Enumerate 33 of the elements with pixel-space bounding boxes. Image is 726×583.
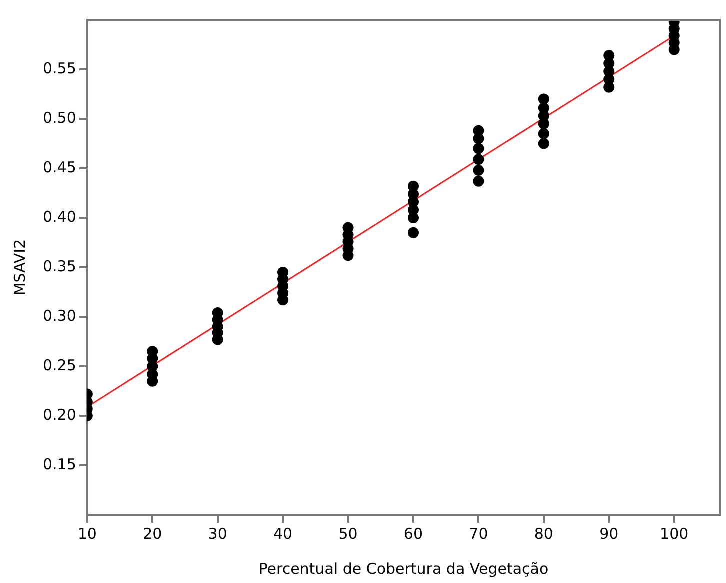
x-tick-label: 20 [143,524,162,543]
y-tick-label: 0.40 [42,208,76,226]
x-tick-label: 100 [660,524,689,543]
point [408,227,419,238]
point [604,50,615,62]
y-tick-label: 0.55 [42,59,76,78]
x-tick-label: 30 [208,524,228,543]
x-tick-label: 80 [534,524,554,543]
point [538,128,550,140]
y-tick-label: 0.20 [42,406,76,424]
x-tick-label: 60 [404,524,424,543]
x-tick-label: 70 [469,524,488,543]
x-tick-label: 50 [338,524,358,543]
point [408,180,419,192]
x-axis-title: Percentual de Cobertura da Vegetação [258,560,549,578]
point [538,102,550,114]
point [473,125,484,136]
y-tick-label: 0.15 [42,455,76,474]
y-tick-label: 0.45 [42,158,76,176]
y-tick-label: 0.35 [42,257,76,276]
y-tick-label: 0.25 [42,356,76,374]
x-tick-label: 10 [78,524,97,543]
point [473,143,484,154]
point [538,94,550,105]
y-axis-title: MSAVI2 [10,239,29,296]
point [473,176,484,187]
point [473,164,484,176]
y-tick-label: 0.30 [42,306,76,325]
x-tick-label: 90 [600,524,619,543]
y-tick-label: 0.50 [42,108,76,127]
point [538,138,550,150]
point [473,154,484,166]
x-tick-label: 40 [274,524,293,543]
